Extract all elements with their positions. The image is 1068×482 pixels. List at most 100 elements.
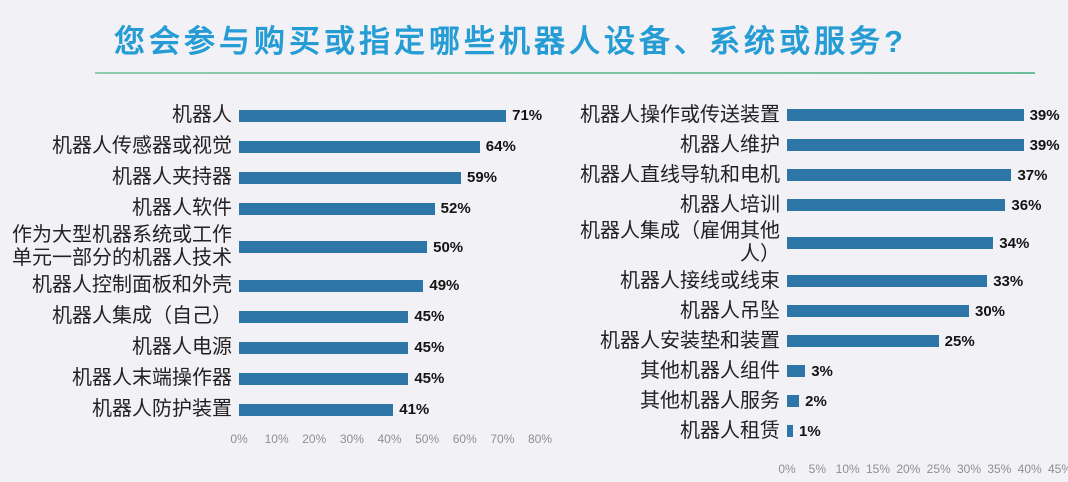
x-axis-tick: 45% bbox=[1047, 462, 1068, 476]
value-label: 41% bbox=[399, 401, 430, 418]
bar-track: 3% bbox=[787, 363, 1060, 380]
x-axis-tick: 70% bbox=[490, 432, 515, 446]
category-label: 机器人直线导轨和电机 bbox=[580, 163, 780, 186]
chart-right-axis-row: 0% 5% 10% 15% 20% 25% 30% 35% 40% 45% bbox=[554, 462, 1068, 477]
chart-right-rows: 机器人操作或传送装置 39% 机器人维护 39% 机器人直线导轨和电机 37% 机器人培训 3… bbox=[554, 100, 1060, 446]
bar-track: 45% bbox=[239, 370, 540, 387]
x-axis-tick: 5% bbox=[808, 462, 826, 476]
chart-right-x-axis: 0% 5% 10% 15% 20% 25% 30% 35% 40% 45% bbox=[778, 462, 1068, 477]
bar-row: 机器人直线导轨和电机 37% bbox=[554, 160, 1060, 190]
x-axis-tick: 80% bbox=[527, 432, 553, 446]
bar bbox=[239, 109, 507, 122]
bar bbox=[787, 237, 994, 249]
bar-row: 其他机器人服务 2% bbox=[554, 386, 1060, 416]
bar-row: 机器人传感器或视觉 64% bbox=[8, 131, 540, 162]
page-title: 您会参与购买或指定哪些机器人设备、系统或服务? bbox=[114, 24, 907, 59]
value-label: 64% bbox=[485, 138, 516, 155]
bar-row: 机器人集成（自己） 45% bbox=[8, 301, 540, 332]
x-axis-tick: 30% bbox=[339, 432, 364, 446]
category-label: 其他机器人服务 bbox=[640, 389, 780, 412]
bar-track: 41% bbox=[239, 401, 540, 418]
bar-row: 其他机器人组件 3% bbox=[554, 356, 1060, 386]
bar-track: 25% bbox=[787, 333, 1060, 350]
value-label: 30% bbox=[975, 302, 1006, 320]
bar bbox=[787, 109, 1024, 121]
chart-left-rows: 机器人 71% 机器人传感器或视觉 64% 机器人夹持器 59% 机器人软件 52% 作为大型机… bbox=[8, 100, 542, 425]
bar bbox=[787, 305, 969, 317]
bar-track: 49% bbox=[239, 277, 540, 294]
bar bbox=[787, 169, 1012, 181]
bar bbox=[239, 202, 435, 215]
bar-row: 机器人软件 52% bbox=[8, 193, 540, 224]
value-label: 59% bbox=[466, 169, 498, 186]
bar-track: 37% bbox=[787, 167, 1060, 184]
value-label: 50% bbox=[433, 238, 464, 256]
category-label: 机器人末端操作器 bbox=[72, 367, 232, 389]
axis-spacer bbox=[554, 462, 780, 477]
chart-left: 机器人 71% 机器人传感器或视觉 64% 机器人夹持器 59% 机器人软件 52% 作为大型机… bbox=[8, 100, 552, 477]
axis-spacer bbox=[8, 432, 232, 447]
bar-track: 59% bbox=[239, 169, 540, 186]
bar-row: 机器人防护装置 41% bbox=[8, 394, 540, 425]
bar-row: 机器人租赁 1% bbox=[554, 416, 1060, 446]
category-label: 机器人夹持器 bbox=[112, 166, 232, 188]
x-axis-tick: 0% bbox=[230, 432, 248, 446]
bar-row: 机器人操作或传送装置 39% bbox=[554, 100, 1060, 130]
bar bbox=[787, 139, 1024, 151]
category-label: 机器人培训 bbox=[680, 193, 780, 216]
category-label: 机器人租赁 bbox=[680, 419, 780, 442]
value-label: 45% bbox=[414, 370, 445, 387]
bar-row: 机器人安装垫和装置 25% bbox=[554, 326, 1060, 356]
bar-row: 机器人控制面板和外壳 49% bbox=[8, 270, 540, 301]
bar-row: 机器人电源 45% bbox=[8, 332, 540, 363]
bar bbox=[239, 279, 424, 292]
bar-row: 机器人夹持器 59% bbox=[8, 162, 540, 193]
value-label: 33% bbox=[993, 272, 1024, 290]
bar bbox=[239, 341, 409, 354]
value-label: 3% bbox=[811, 362, 833, 380]
category-label: 机器人 bbox=[172, 104, 232, 126]
category-label: 机器人电源 bbox=[132, 336, 232, 358]
bar-row: 作为大型机器系统或工作单元一部分的机器人技术 50% bbox=[8, 224, 540, 270]
category-label: 其他机器人组件 bbox=[640, 359, 780, 382]
bar-track: 71% bbox=[239, 107, 542, 124]
category-label: 机器人传感器或视觉 bbox=[52, 135, 232, 157]
category-label: 机器人集成（自己） bbox=[52, 305, 232, 327]
value-label: 34% bbox=[999, 234, 1030, 252]
bar-track: 39% bbox=[787, 137, 1060, 154]
bar-track: 33% bbox=[787, 273, 1060, 290]
bar bbox=[239, 403, 394, 416]
bar-track: 30% bbox=[787, 303, 1060, 320]
bar bbox=[787, 275, 988, 287]
bar-row: 机器人培训 36% bbox=[554, 190, 1060, 220]
bar-track: 50% bbox=[239, 239, 540, 256]
bar bbox=[787, 395, 800, 407]
bar-track: 1% bbox=[787, 423, 1060, 440]
category-label: 机器人维护 bbox=[680, 133, 780, 156]
x-axis-tick: 20% bbox=[896, 462, 921, 476]
bar-track: 2% bbox=[787, 393, 1060, 410]
bar-track: 36% bbox=[787, 197, 1060, 214]
chart-left-axis-row: 0% 10% 20% 30% 40% 50% 60% 70% 80% bbox=[8, 432, 552, 447]
value-label: 36% bbox=[1011, 196, 1042, 214]
x-axis-tick: 35% bbox=[987, 462, 1012, 476]
category-label: 机器人防护装置 bbox=[92, 398, 232, 420]
value-label: 52% bbox=[440, 200, 471, 217]
value-label: 45% bbox=[414, 339, 445, 356]
category-label: 作为大型机器系统或工作单元一部分的机器人技术 bbox=[12, 224, 232, 269]
x-axis-tick: 15% bbox=[865, 462, 890, 476]
value-label: 39% bbox=[1029, 136, 1060, 154]
value-label: 1% bbox=[799, 422, 821, 440]
bar-row: 机器人 71% bbox=[8, 100, 542, 131]
category-label: 机器人集成（雇佣其他人） bbox=[580, 220, 780, 265]
bar-row: 机器人维护 39% bbox=[554, 130, 1060, 160]
bar bbox=[787, 365, 806, 377]
bar-track: 64% bbox=[239, 138, 540, 155]
value-label: 45% bbox=[414, 308, 445, 325]
chart-left-x-axis: 0% 10% 20% 30% 40% 50% 60% 70% 80% bbox=[230, 432, 552, 447]
bar-row: 机器人吊坠 30% bbox=[554, 296, 1060, 326]
category-label: 机器人操作或传送装置 bbox=[580, 103, 780, 126]
chart-right: 机器人操作或传送装置 39% 机器人维护 39% 机器人直线导轨和电机 37% 机器人培训 3… bbox=[554, 100, 1068, 477]
bar bbox=[787, 335, 939, 347]
